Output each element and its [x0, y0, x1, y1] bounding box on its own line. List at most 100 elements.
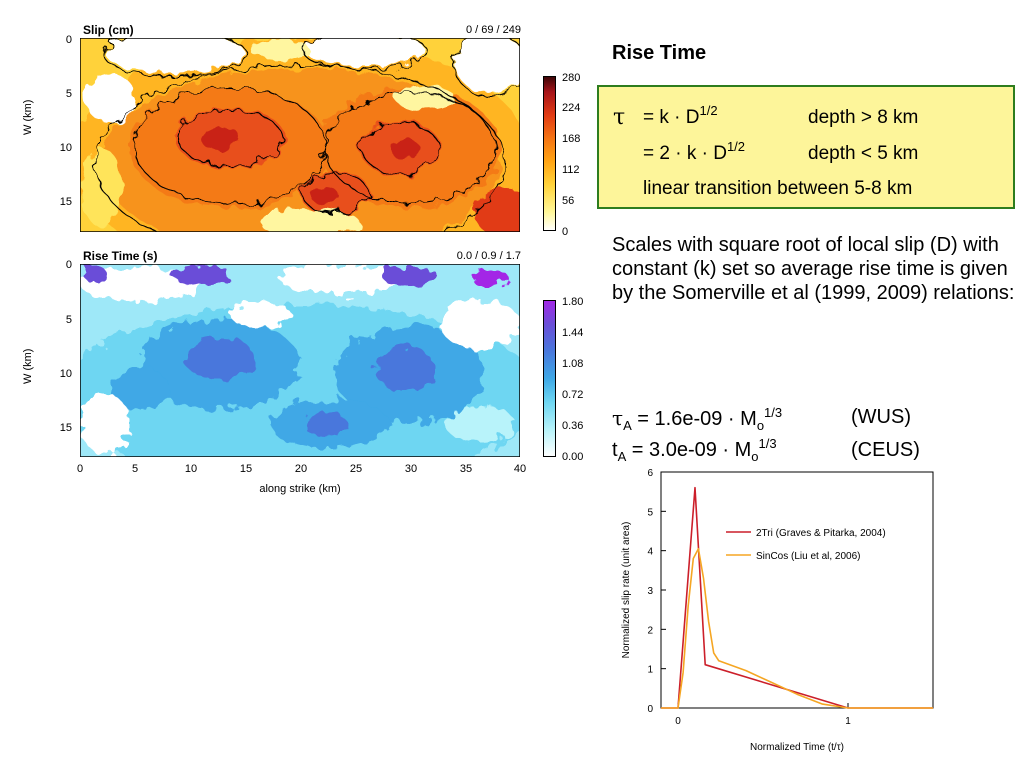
slip-patch [105, 38, 245, 73]
rise-patch [80, 394, 130, 454]
slip-ytick-5: 5 [65, 88, 72, 100]
rise-colorbar [543, 300, 556, 457]
slip-patch [200, 126, 240, 150]
slip-patch [260, 209, 360, 232]
x-axis-label: Normalized Time (t/τ) [750, 742, 844, 752]
y-tick-label: 4 [647, 547, 653, 558]
rise-xlabel: along strike (km) [259, 483, 341, 495]
legend-label: SinCos (Liu et al, 2006) [756, 551, 861, 562]
formula-line-1: = k · D1/2 [643, 103, 718, 128]
slip-cbar-tick: 168 [562, 133, 581, 145]
rise-cbar-tick: 0.00 [562, 451, 584, 463]
rise-time-map [80, 264, 520, 457]
slip-ytick-15: 15 [59, 196, 72, 208]
slip-contour [453, 38, 520, 97]
rise-xtick: 40 [513, 463, 527, 475]
rise-xtick: 10 [184, 463, 198, 475]
rise-patch [80, 266, 200, 302]
rise-ytick-10: 10 [59, 368, 72, 380]
x-tick-label: 0 [675, 716, 681, 727]
rise-panel-title: Rise Time (s) [83, 249, 158, 263]
rise-patch [382, 266, 438, 286]
slip-contour [301, 172, 369, 214]
slip-cbar-tick: 280 [562, 72, 581, 84]
y-tick-label: 6 [647, 468, 653, 479]
slip-patch [311, 187, 339, 205]
slip-patch [475, 188, 520, 232]
rise-patch [280, 264, 400, 295]
plot-frame [660, 471, 934, 709]
y-tick-label: 3 [647, 586, 653, 597]
rise-xtick: 30 [404, 463, 418, 475]
rise-patch [445, 406, 515, 442]
rise-xtick: 15 [239, 463, 253, 475]
rise-cbar-tick: 1.08 [562, 358, 584, 370]
slip-cbar-tick: 0 [562, 226, 569, 238]
y-axis-label: Normalized slip rate (unit area) [621, 522, 632, 659]
ceus-formula: tA = 3.0e-09 · Mo1/3 [612, 436, 777, 464]
rise-ytick-0: 0 [65, 259, 72, 271]
condition-2: depth < 5 km [808, 143, 919, 164]
slip-panel-title: Slip (cm) [83, 23, 134, 37]
slip-patch [305, 38, 425, 66]
section-heading: Rise Time [612, 42, 707, 64]
rise-patch [185, 337, 255, 381]
rise-patch [472, 268, 508, 288]
rise-panel-stats: 0.0 / 0.9 / 1.7 [456, 250, 521, 262]
rise-cbar-tick: 1.80 [562, 296, 584, 308]
rise-xtick: 25 [349, 463, 363, 475]
x-tick-label: 1 [845, 716, 851, 727]
formula-line-2: = 2 · k · D1/2 [643, 139, 746, 164]
rise-ytick-15: 15 [59, 422, 72, 434]
slip-patch [391, 140, 421, 160]
y-tick-label: 1 [647, 665, 653, 676]
rise-xtick: 0 [76, 463, 84, 475]
rise-patch [83, 266, 107, 282]
rise-patch [440, 299, 520, 349]
slip-cbar-tick: 56 [562, 195, 575, 207]
rise-xtick: 5 [131, 463, 139, 475]
rise-patch [110, 369, 170, 409]
wus-tag: (WUS) [851, 406, 911, 428]
rise-ylabel: W (km) [22, 348, 34, 384]
wus-formula: τA = 1.6e-09 · Mo1/3 [612, 405, 783, 433]
rise-cbar-tick: 0.36 [562, 420, 584, 432]
slip-patch [455, 38, 520, 93]
slip-map [80, 38, 520, 232]
slip-panel-stats: 0 / 69 / 249 [465, 24, 521, 36]
transition-note: linear transition between 5-8 km [643, 178, 913, 199]
description-paragraph: Scales with square root of local slip (D… [612, 234, 1015, 304]
condition-1: depth > 8 km [808, 107, 919, 128]
rise-patch [170, 264, 230, 284]
slip-ytick-10: 10 [59, 142, 72, 154]
slip-contour [324, 92, 496, 204]
rise-cbar-tick: 0.72 [562, 389, 584, 401]
rise-patch [230, 300, 290, 328]
tau-symbol: τ [613, 105, 626, 130]
slip-cbar-tick: 224 [562, 102, 581, 114]
series-line [661, 547, 933, 709]
slip-contour [361, 121, 439, 175]
slip-contour [94, 64, 506, 232]
rise-xtick: 35 [459, 463, 473, 475]
slip-contour [177, 109, 283, 167]
slip-colorbar [543, 76, 556, 231]
slip-contour [302, 38, 428, 70]
rise-patch [375, 347, 435, 391]
slip-rate-chart: 0 1 2 3 4 5 6 0 1 Normalized Time (t/τ) Normalized… [621, 468, 934, 752]
slip-patch [85, 73, 135, 123]
rise-time-formula-box: τ = k · D1/2 depth > 8 km = 2 · k · D1/2… [597, 85, 1015, 209]
ceus-tag: (CEUS) [851, 439, 920, 461]
y-tick-label: 5 [647, 507, 653, 518]
y-tick-label: 0 [647, 704, 653, 715]
slip-contour [102, 38, 248, 77]
legend-label: 2Tri (Graves & Pitarka, 2004) [756, 528, 886, 539]
slip-cbar-tick: 112 [562, 164, 580, 176]
slip-ytick-0: 0 [65, 34, 72, 46]
rise-cbar-tick: 1.44 [562, 327, 584, 339]
rise-ytick-5: 5 [65, 314, 72, 326]
slip-ylabel: W (km) [22, 99, 34, 135]
rise-patch [303, 412, 347, 436]
rise-xtick: 20 [294, 463, 308, 475]
slip-patch [250, 40, 310, 60]
